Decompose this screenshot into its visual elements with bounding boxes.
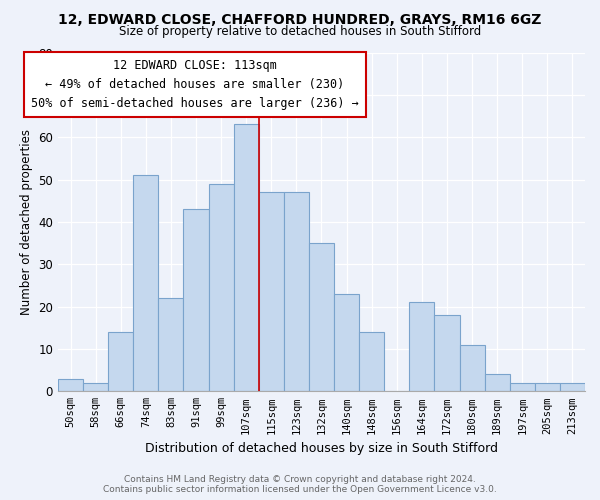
- Bar: [560, 383, 585, 392]
- Bar: [535, 383, 560, 392]
- Bar: [409, 302, 434, 392]
- Bar: [209, 184, 233, 392]
- Y-axis label: Number of detached properties: Number of detached properties: [20, 129, 32, 315]
- Bar: [58, 378, 83, 392]
- Bar: [510, 383, 535, 392]
- Bar: [108, 332, 133, 392]
- Text: Contains HM Land Registry data © Crown copyright and database right 2024.
Contai: Contains HM Land Registry data © Crown c…: [103, 474, 497, 494]
- Bar: [158, 298, 184, 392]
- Text: Size of property relative to detached houses in South Stifford: Size of property relative to detached ho…: [119, 25, 481, 38]
- Bar: [359, 332, 384, 392]
- Bar: [309, 243, 334, 392]
- Bar: [259, 192, 284, 392]
- Bar: [233, 124, 259, 392]
- Bar: [334, 294, 359, 392]
- Bar: [83, 383, 108, 392]
- Bar: [485, 374, 510, 392]
- Text: 12, EDWARD CLOSE, CHAFFORD HUNDRED, GRAYS, RM16 6GZ: 12, EDWARD CLOSE, CHAFFORD HUNDRED, GRAY…: [58, 12, 542, 26]
- Bar: [184, 209, 209, 392]
- X-axis label: Distribution of detached houses by size in South Stifford: Distribution of detached houses by size …: [145, 442, 498, 455]
- Bar: [284, 192, 309, 392]
- Bar: [460, 344, 485, 392]
- Bar: [133, 176, 158, 392]
- Bar: [434, 315, 460, 392]
- Text: 12 EDWARD CLOSE: 113sqm
← 49% of detached houses are smaller (230)
50% of semi-d: 12 EDWARD CLOSE: 113sqm ← 49% of detache…: [31, 60, 359, 110]
